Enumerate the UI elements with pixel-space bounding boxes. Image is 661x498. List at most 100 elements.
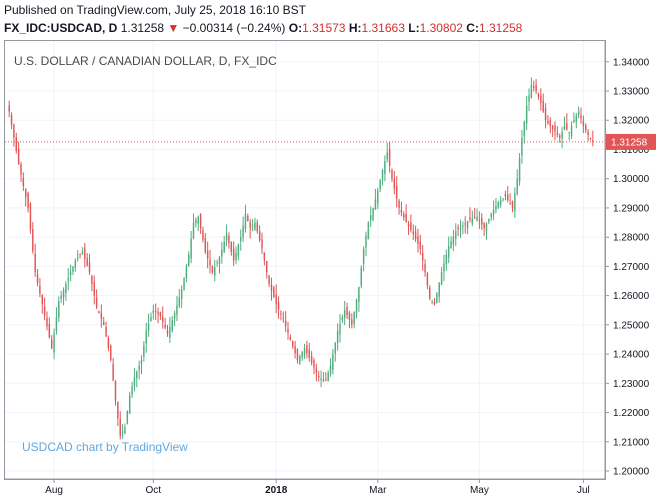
candle-body: [249, 222, 251, 229]
candle-body: [46, 317, 48, 327]
y-tick-label: 1.31000: [613, 145, 650, 156]
candle-body: [452, 236, 455, 245]
candle-body: [173, 313, 176, 319]
candle-body: [29, 203, 32, 230]
candle-body: [575, 115, 578, 122]
candle-body: [473, 217, 476, 219]
candle-body: [188, 254, 190, 267]
candle-body: [119, 418, 121, 436]
candle-body: [280, 313, 282, 315]
candle-body: [228, 235, 230, 243]
candle-body: [495, 205, 497, 210]
candle-body: [351, 319, 353, 325]
candle-body: [65, 283, 67, 293]
candle-body: [178, 297, 181, 307]
candle-body: [84, 247, 86, 259]
candle-body: [32, 228, 34, 251]
candle-body: [81, 251, 84, 254]
symbol-label: FX_IDC:USDCAD, D: [4, 21, 118, 35]
candle-body: [254, 222, 256, 230]
candle-body: [209, 259, 211, 266]
candle-body: [294, 346, 296, 354]
candle-body: [289, 336, 292, 340]
y-tick-label: 1.26000: [613, 291, 650, 302]
candle-body: [150, 317, 152, 321]
candle-body: [95, 297, 98, 308]
candle-body: [240, 237, 242, 242]
candle-body: [79, 253, 81, 255]
candle-body: [462, 225, 464, 227]
candle-body: [98, 311, 100, 314]
candle-body: [568, 131, 570, 133]
y-tick-label: 1.24000: [613, 350, 650, 361]
last-price: 1.31258: [120, 21, 165, 35]
candle-body: [204, 238, 207, 252]
candle-body: [50, 339, 53, 349]
candle-body: [197, 216, 199, 224]
candle-body: [169, 326, 171, 338]
candle-body: [341, 317, 344, 321]
candle-body: [521, 137, 523, 156]
candle-body: [164, 324, 166, 328]
candle-body: [325, 379, 327, 381]
x-tick-label: Oct: [146, 485, 162, 496]
candle-body: [176, 305, 178, 315]
candle-body: [358, 286, 360, 302]
candle-body: [547, 120, 549, 124]
tradingview-branding[interactable]: USDCAD chart by TradingView: [22, 440, 188, 454]
candle-body: [310, 355, 313, 363]
candle-body: [403, 213, 405, 218]
candle-body: [542, 100, 544, 112]
candle-body: [69, 272, 72, 275]
candle-body: [372, 207, 374, 220]
candle-body: [36, 274, 39, 283]
candle-body: [507, 194, 509, 201]
candle-body: [329, 365, 332, 374]
candle-body: [76, 257, 79, 259]
candle-body: [537, 94, 540, 97]
candle-body: [266, 260, 268, 273]
candle-body: [185, 266, 188, 279]
candle-body: [332, 354, 334, 370]
candle-body: [355, 299, 358, 314]
candle-body: [17, 148, 20, 165]
candle-body: [559, 135, 561, 138]
candle-body: [379, 180, 381, 190]
candle-body: [450, 241, 452, 249]
candle-body: [143, 345, 145, 357]
candle-body: [232, 248, 235, 261]
candle-body: [476, 216, 478, 221]
candle-body: [126, 411, 129, 424]
candle-body: [407, 224, 410, 227]
candle-body: [107, 337, 110, 349]
candle-body: [481, 217, 483, 225]
x-tick-label: May: [470, 485, 489, 496]
candle-body: [457, 228, 459, 230]
candle-body: [540, 95, 542, 103]
candle-body: [303, 348, 306, 356]
candle-body: [459, 227, 462, 229]
candle-body: [490, 213, 492, 218]
y-tick-label: 1.25000: [613, 320, 650, 331]
candle-body: [492, 209, 495, 215]
candle-body: [412, 231, 414, 235]
candle-body: [237, 244, 240, 257]
candle-body: [405, 213, 407, 223]
candle-body: [334, 342, 336, 354]
candle-body: [556, 132, 559, 135]
y-tick-label: 1.28000: [613, 233, 650, 244]
candle-body: [525, 105, 528, 124]
y-tick-label: 1.21000: [613, 437, 650, 448]
candle-body: [509, 203, 511, 205]
y-tick-label: 1.22000: [613, 408, 650, 419]
candle-body: [223, 242, 225, 252]
candle-body: [74, 260, 77, 268]
candle-body: [554, 125, 556, 132]
candle-body: [133, 377, 136, 386]
candle-body: [353, 312, 355, 324]
candle-body: [313, 360, 315, 368]
candle-body: [13, 124, 15, 138]
candle-body: [88, 262, 91, 273]
candle-body: [466, 221, 469, 228]
